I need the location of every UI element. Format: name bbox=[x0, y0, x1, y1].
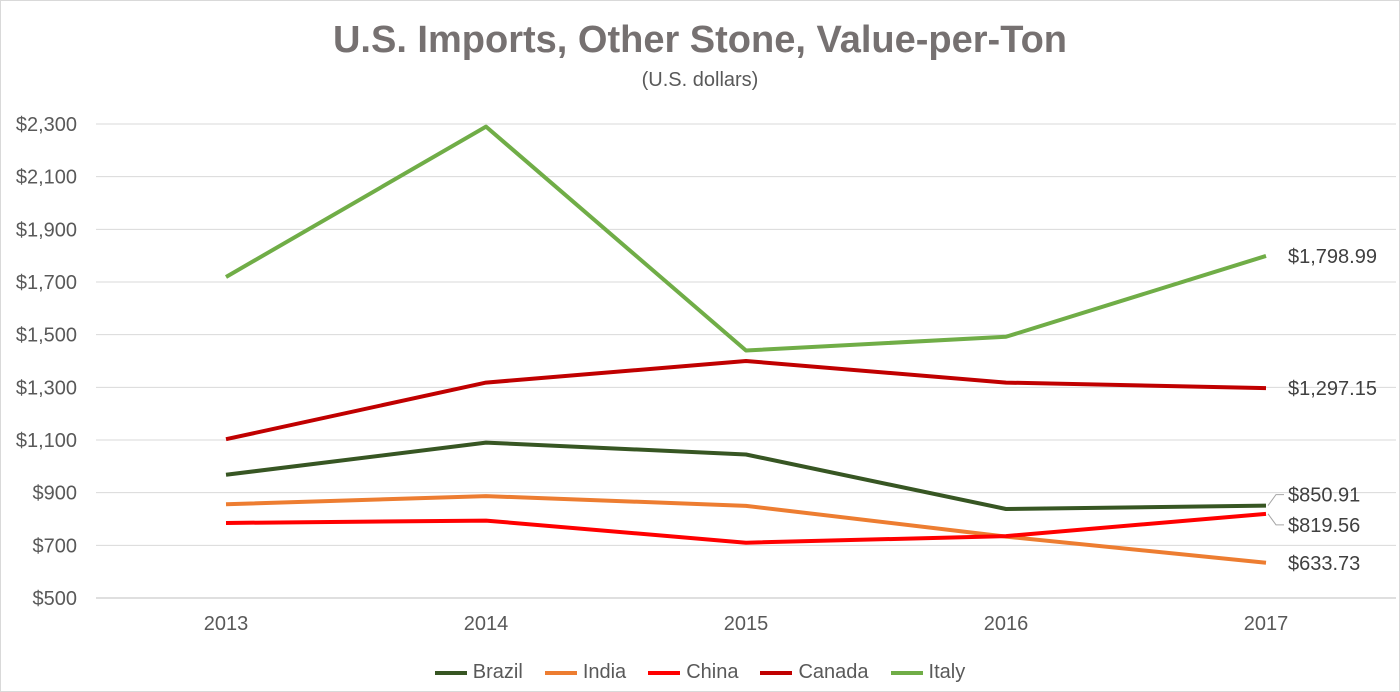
y-tick-label: $700 bbox=[33, 535, 78, 557]
legend-swatch bbox=[760, 670, 793, 675]
data-label-italy: $1,798.99 bbox=[1288, 246, 1377, 268]
legend-swatch bbox=[890, 670, 923, 675]
legend-swatch bbox=[648, 670, 681, 675]
x-tick-label: 2013 bbox=[204, 613, 249, 635]
series-line-canada bbox=[225, 359, 1267, 442]
data-label-china: $819.56 bbox=[1288, 515, 1360, 537]
legend-label: Canada bbox=[798, 661, 869, 683]
y-tick-label: $1,100 bbox=[16, 430, 77, 452]
legend: Brazil India China Canada Italy bbox=[1, 661, 1399, 684]
x-tick-label: 2014 bbox=[464, 613, 509, 635]
chart-subtitle: (U.S. dollars) bbox=[641, 69, 759, 91]
y-tick-label: $1,700 bbox=[16, 272, 77, 294]
legend-item-china: China bbox=[648, 661, 738, 684]
series-line-china bbox=[225, 511, 1267, 545]
y-tick-label: $1,900 bbox=[16, 219, 77, 241]
series-line-india bbox=[225, 494, 1267, 565]
y-tick-label: $1,300 bbox=[16, 377, 77, 399]
y-tick-label: $500 bbox=[33, 588, 78, 610]
series-line-italy bbox=[224, 124, 1267, 353]
legend-label: Italy bbox=[928, 661, 966, 683]
plot-area: $500 $700 $900 $1,100 $1,300 $1,500 $1,700 $1,9… bbox=[16, 114, 1396, 635]
series-line-brazil bbox=[225, 440, 1267, 511]
legend-item-india: India bbox=[544, 661, 627, 684]
data-label-canada: $1,297.15 bbox=[1288, 378, 1377, 400]
legend-label: India bbox=[582, 661, 627, 683]
legend-swatch bbox=[434, 670, 467, 675]
legend-label: China bbox=[686, 661, 739, 683]
x-tick-label: 2016 bbox=[984, 613, 1029, 635]
chart-title: U.S. Imports, Other Stone, Value-per-Ton bbox=[332, 19, 1068, 61]
y-tick-label: $2,300 bbox=[16, 114, 77, 136]
x-tick-label: 2017 bbox=[1244, 613, 1289, 635]
legend-item-italy: Italy bbox=[890, 661, 966, 684]
y-tick-label: $900 bbox=[33, 483, 78, 505]
data-label-leader bbox=[1267, 513, 1284, 526]
x-tick-label: 2015 bbox=[724, 613, 769, 635]
legend-swatch bbox=[544, 670, 577, 675]
data-label-brazil: $850.91 bbox=[1288, 485, 1360, 507]
data-label-india: $633.73 bbox=[1288, 553, 1360, 575]
y-tick-label: $2,100 bbox=[16, 167, 77, 189]
data-label-leader bbox=[1267, 494, 1284, 506]
legend-item-brazil: Brazil bbox=[434, 661, 523, 684]
legend-label: Brazil bbox=[472, 661, 523, 683]
y-tick-label: $1,500 bbox=[16, 325, 77, 347]
legend-item-canada: Canada bbox=[760, 661, 869, 684]
